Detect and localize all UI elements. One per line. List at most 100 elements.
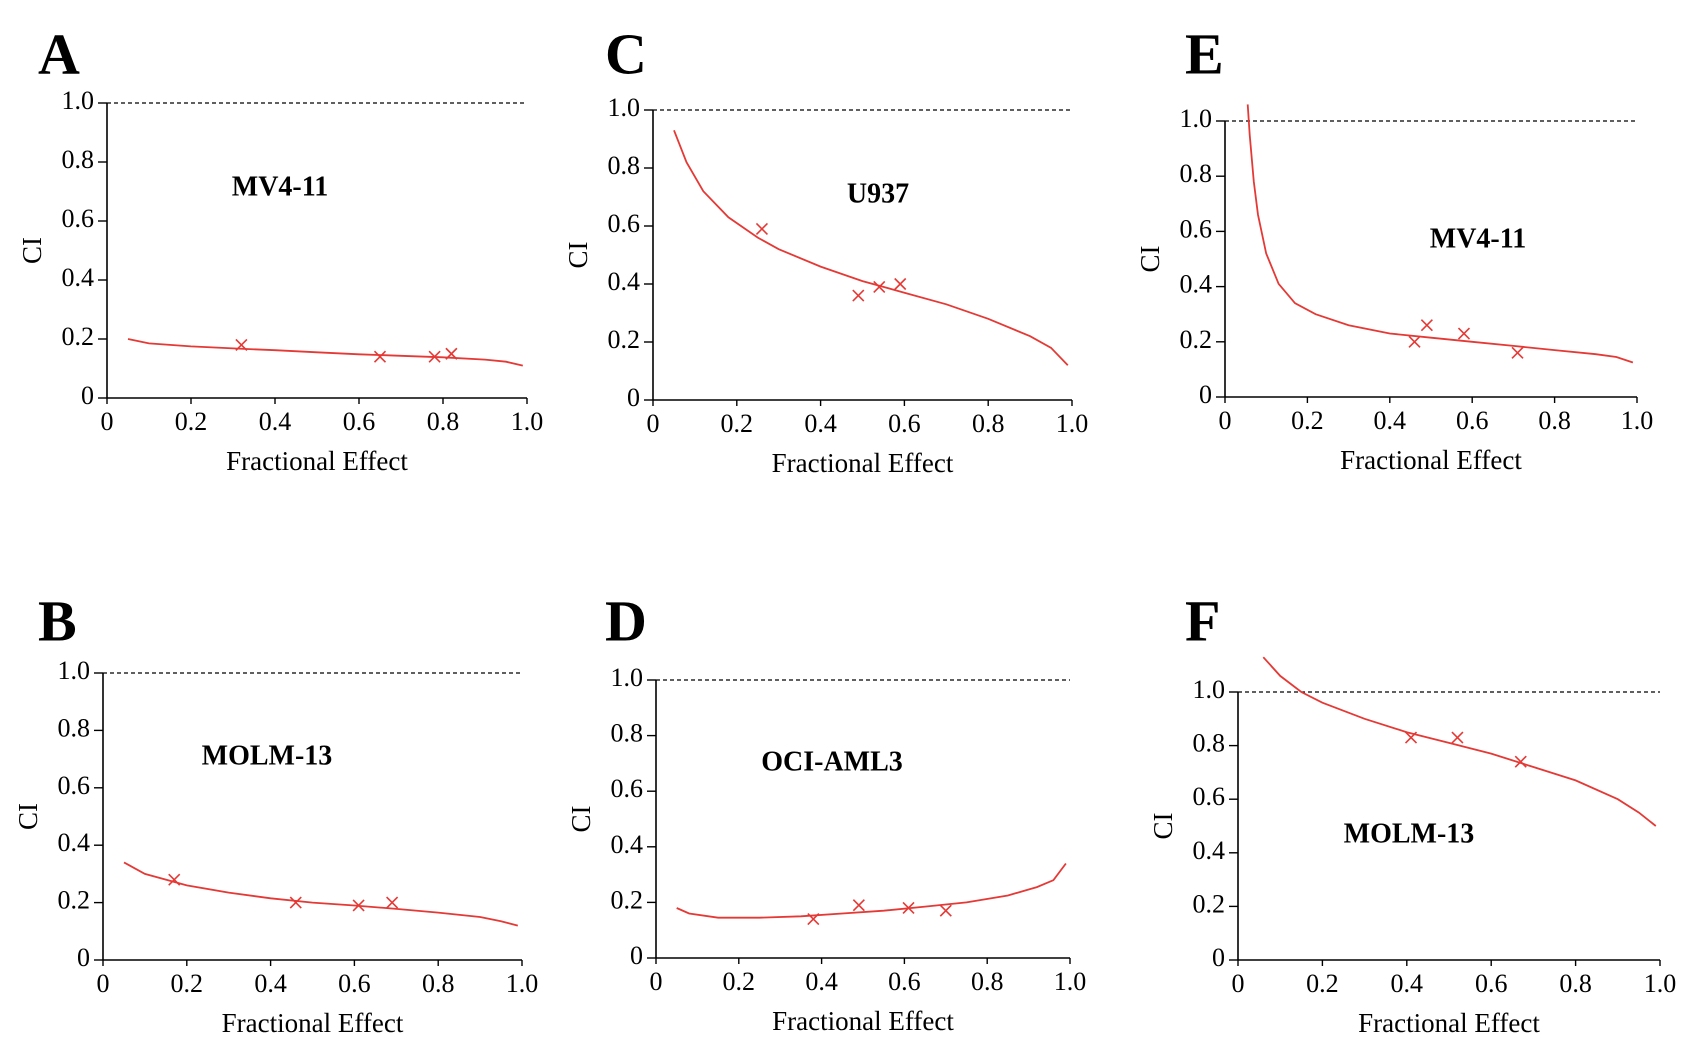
y-axis-label: CI: [1135, 245, 1165, 272]
x-axis-label: Fractional Effect: [222, 1008, 404, 1038]
x-tick-label: 0: [1219, 406, 1232, 435]
y-tick-label: 0.8: [1193, 729, 1226, 758]
y-axis-label: CI: [13, 803, 43, 830]
panel-letter: F: [1185, 588, 1220, 653]
fitted-curve: [123, 861, 519, 927]
data-point-marker: [902, 901, 915, 915]
y-tick-label: 0.4: [611, 830, 644, 859]
data-point-marker: [386, 896, 399, 909]
x-axis-label: Fractional Effect: [226, 446, 408, 476]
x-tick-label: 0.2: [1291, 406, 1324, 435]
y-axis-label: CI: [1148, 812, 1178, 839]
y-tick-label: 0.4: [608, 267, 641, 296]
x-axis-label: Fractional Effect: [1358, 1008, 1540, 1038]
data-point-marker: [755, 222, 769, 235]
x-tick-label: 0.2: [175, 407, 208, 436]
panel-letter: D: [605, 588, 647, 653]
data-point-marker: [352, 899, 365, 912]
x-tick-label: 0.8: [972, 409, 1005, 438]
x-tick-label: 0.6: [1456, 406, 1489, 435]
x-tick-label: 1.0: [1644, 969, 1677, 998]
y-tick-label: 0.8: [62, 145, 95, 174]
x-tick-label: 0.8: [971, 967, 1004, 996]
x-tick-label: 0.8: [1559, 969, 1592, 998]
y-tick-label: 1.0: [58, 656, 91, 685]
data-point-marker: [373, 350, 387, 363]
data-point-marker: [807, 913, 820, 926]
x-tick-label: 0: [97, 969, 110, 998]
x-tick-label: 0.6: [888, 967, 921, 996]
fitted-curve: [1246, 104, 1634, 364]
data-point-marker: [873, 280, 886, 293]
data-point-marker: [1451, 731, 1464, 744]
x-tick-label: 0: [1232, 969, 1245, 998]
fitted-curve: [1262, 656, 1657, 827]
panel-letter: C: [605, 21, 647, 86]
x-tick-label: 0.2: [171, 969, 204, 998]
y-tick-label: 0.8: [608, 151, 641, 180]
x-axis-label: Fractional Effect: [1340, 445, 1522, 475]
x-tick-label: 1.0: [1056, 409, 1089, 438]
y-tick-label: 0.8: [611, 719, 644, 748]
panel-d: D 0 0.2 0.4 0.6 0.8 1.0 0 0.2 0.4 0.6 0.8 1.0 Fractio…: [566, 588, 1086, 1036]
y-tick-label: 0: [627, 383, 640, 412]
fitted-curve: [676, 862, 1067, 919]
y-tick-label: 0.6: [611, 774, 644, 803]
y-tick-label: 0.6: [1180, 214, 1213, 243]
data-point-marker: [1404, 731, 1418, 744]
x-tick-label: 0.2: [721, 409, 754, 438]
x-tick-label: 0.4: [805, 967, 838, 996]
cell-line-label: MV4-11: [232, 171, 328, 202]
data-point-marker: [168, 873, 181, 886]
x-tick-label: 0.2: [723, 967, 756, 996]
y-tick-label: 0: [81, 381, 94, 410]
y-tick-label: 0.6: [58, 771, 91, 800]
y-tick-label: 1.0: [62, 86, 95, 115]
x-tick-label: 1.0: [1621, 406, 1654, 435]
data-point-marker: [1511, 346, 1524, 359]
y-tick-label: 0.4: [62, 263, 95, 292]
panel-letter: B: [38, 588, 77, 653]
data-point-marker: [894, 277, 907, 291]
x-tick-label: 0.8: [427, 407, 460, 436]
panel-letter: E: [1185, 21, 1224, 86]
data-point-marker: [1408, 335, 1421, 348]
data-point-marker: [1514, 755, 1527, 768]
y-tick-label: 0.2: [1180, 325, 1213, 354]
x-tick-label: 0.8: [1538, 406, 1571, 435]
y-axis-label: CI: [563, 241, 593, 268]
x-tick-label: 0.4: [804, 409, 837, 438]
y-tick-label: 0.6: [1193, 782, 1226, 811]
y-tick-label: 0.2: [611, 885, 644, 914]
y-tick-label: 0.8: [58, 713, 91, 742]
y-tick-label: 0.2: [58, 886, 91, 915]
data-point-marker: [289, 896, 302, 909]
cell-line-label: U937: [847, 178, 909, 209]
panel-a: A 0 0.2 0.4 0.6 0.8 1.0 0 0.2 0.4 0.6 0.8 1.0 Fractio…: [17, 21, 543, 476]
y-tick-label: 0: [1199, 380, 1212, 409]
x-tick-label: 0.2: [1306, 969, 1339, 998]
data-point-marker: [235, 338, 248, 351]
x-axis-label: Fractional Effect: [772, 448, 954, 478]
y-tick-label: 0.4: [1180, 270, 1213, 299]
data-point-marker: [939, 904, 952, 917]
x-tick-label: 0.6: [343, 407, 376, 436]
y-tick-label: 1.0: [611, 663, 644, 692]
panel-e: E 0 0.2 0.4 0.6 0.8 1.0 0 0.2 0.4 0.6 0.8 1.0 Fractio…: [1135, 21, 1653, 475]
x-tick-label: 0.4: [1374, 406, 1407, 435]
fitted-curve: [673, 129, 1069, 366]
cell-line-label: MOLM-13: [202, 740, 333, 771]
panel-f: F 0 0.2 0.4 0.6 0.8 1.0 0 0.2 0.4 0.6 0.8 1.0 Fractio…: [1148, 588, 1676, 1038]
y-tick-label: 0.6: [62, 204, 95, 233]
y-tick-label: 1.0: [1180, 104, 1213, 133]
x-tick-label: 0.4: [1391, 969, 1424, 998]
x-tick-label: 0.6: [888, 409, 921, 438]
fitted-curve: [127, 338, 524, 367]
x-tick-label: 0.6: [1475, 969, 1508, 998]
cell-line-label: MV4-11: [1430, 223, 1526, 254]
y-tick-label: 0.4: [58, 828, 91, 857]
data-point-marker: [445, 347, 458, 360]
x-axis-label: Fractional Effect: [772, 1006, 954, 1036]
x-tick-label: 0.4: [254, 969, 287, 998]
